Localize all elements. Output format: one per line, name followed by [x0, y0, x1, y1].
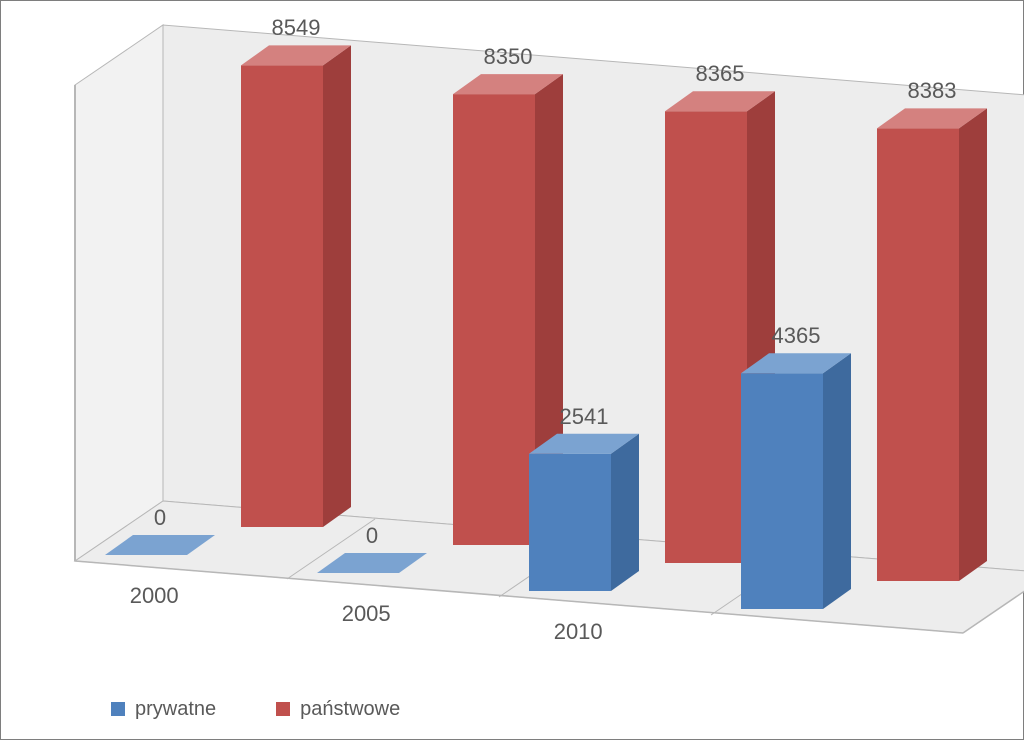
- legend-swatch-panstwowe: [276, 702, 290, 716]
- legend-item-panstwowe: państwowe: [276, 698, 400, 721]
- data-label: 0: [154, 505, 166, 531]
- data-label: 2541: [560, 404, 609, 430]
- data-label: 0: [366, 523, 378, 549]
- legend-label-prywatne: prywatne: [135, 698, 216, 721]
- category-label: 2000: [130, 583, 179, 609]
- category-label: 2005: [342, 601, 391, 627]
- data-label: 8383: [908, 78, 957, 104]
- data-label: 4365: [772, 323, 821, 349]
- category-label: 2010: [554, 619, 603, 645]
- plot-area: 8549 8350 8365 8383 0 0 2541 4365 2000 2005 2010: [1, 1, 1024, 671]
- legend-swatch-prywatne: [111, 702, 125, 716]
- data-label: 8549: [272, 15, 321, 41]
- legend-item-prywatne: prywatne: [111, 698, 216, 721]
- data-label: 8365: [696, 61, 745, 87]
- chart-svg: [1, 1, 1024, 671]
- data-label: 8350: [484, 44, 533, 70]
- legend-label-panstwowe: państwowe: [300, 698, 400, 721]
- chart-frame: 8549 8350 8365 8383 0 0 2541 4365 2000 2005 2010 p…: [0, 0, 1024, 740]
- legend: prywatne państwowe: [1, 679, 1023, 739]
